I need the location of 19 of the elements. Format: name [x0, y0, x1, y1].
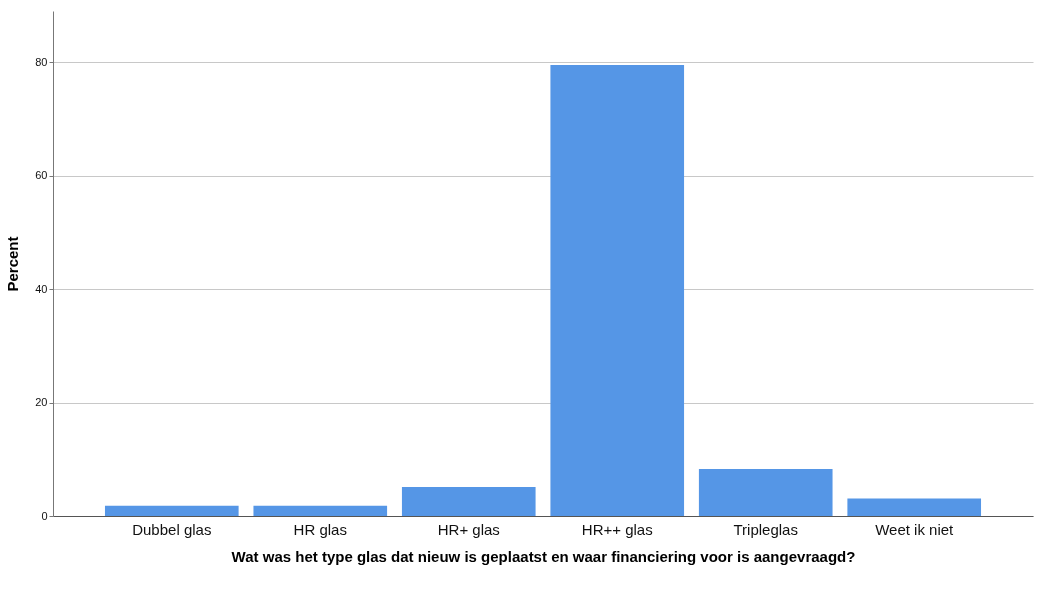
x-tick-label: Tripleglas — [733, 520, 798, 538]
bar — [847, 498, 982, 516]
bar — [401, 487, 536, 516]
y-tick-label: 80 — [35, 55, 48, 68]
y-tick-label: 20 — [35, 396, 48, 409]
y-tick-label: 40 — [35, 282, 48, 295]
bar — [698, 468, 833, 516]
bar — [550, 64, 685, 516]
bar — [104, 505, 239, 516]
x-tick-label: Dubbel glas — [132, 520, 212, 538]
bar — [253, 505, 388, 516]
x-tick-label: HR++ glas — [581, 520, 653, 538]
y-axis-title: Percent — [4, 236, 22, 292]
y-tick-label: 60 — [35, 169, 48, 182]
y-tick-label: 0 — [41, 509, 48, 522]
x-tick-label: HR glas — [293, 520, 347, 538]
x-axis-title: Wat was het type glas dat nieuw is geplaatst en waar financiering voor is aangevraagd? — [231, 547, 856, 565]
x-tick-label: HR+ glas — [437, 520, 500, 538]
x-tick-label: Weet ik niet — [875, 520, 955, 538]
